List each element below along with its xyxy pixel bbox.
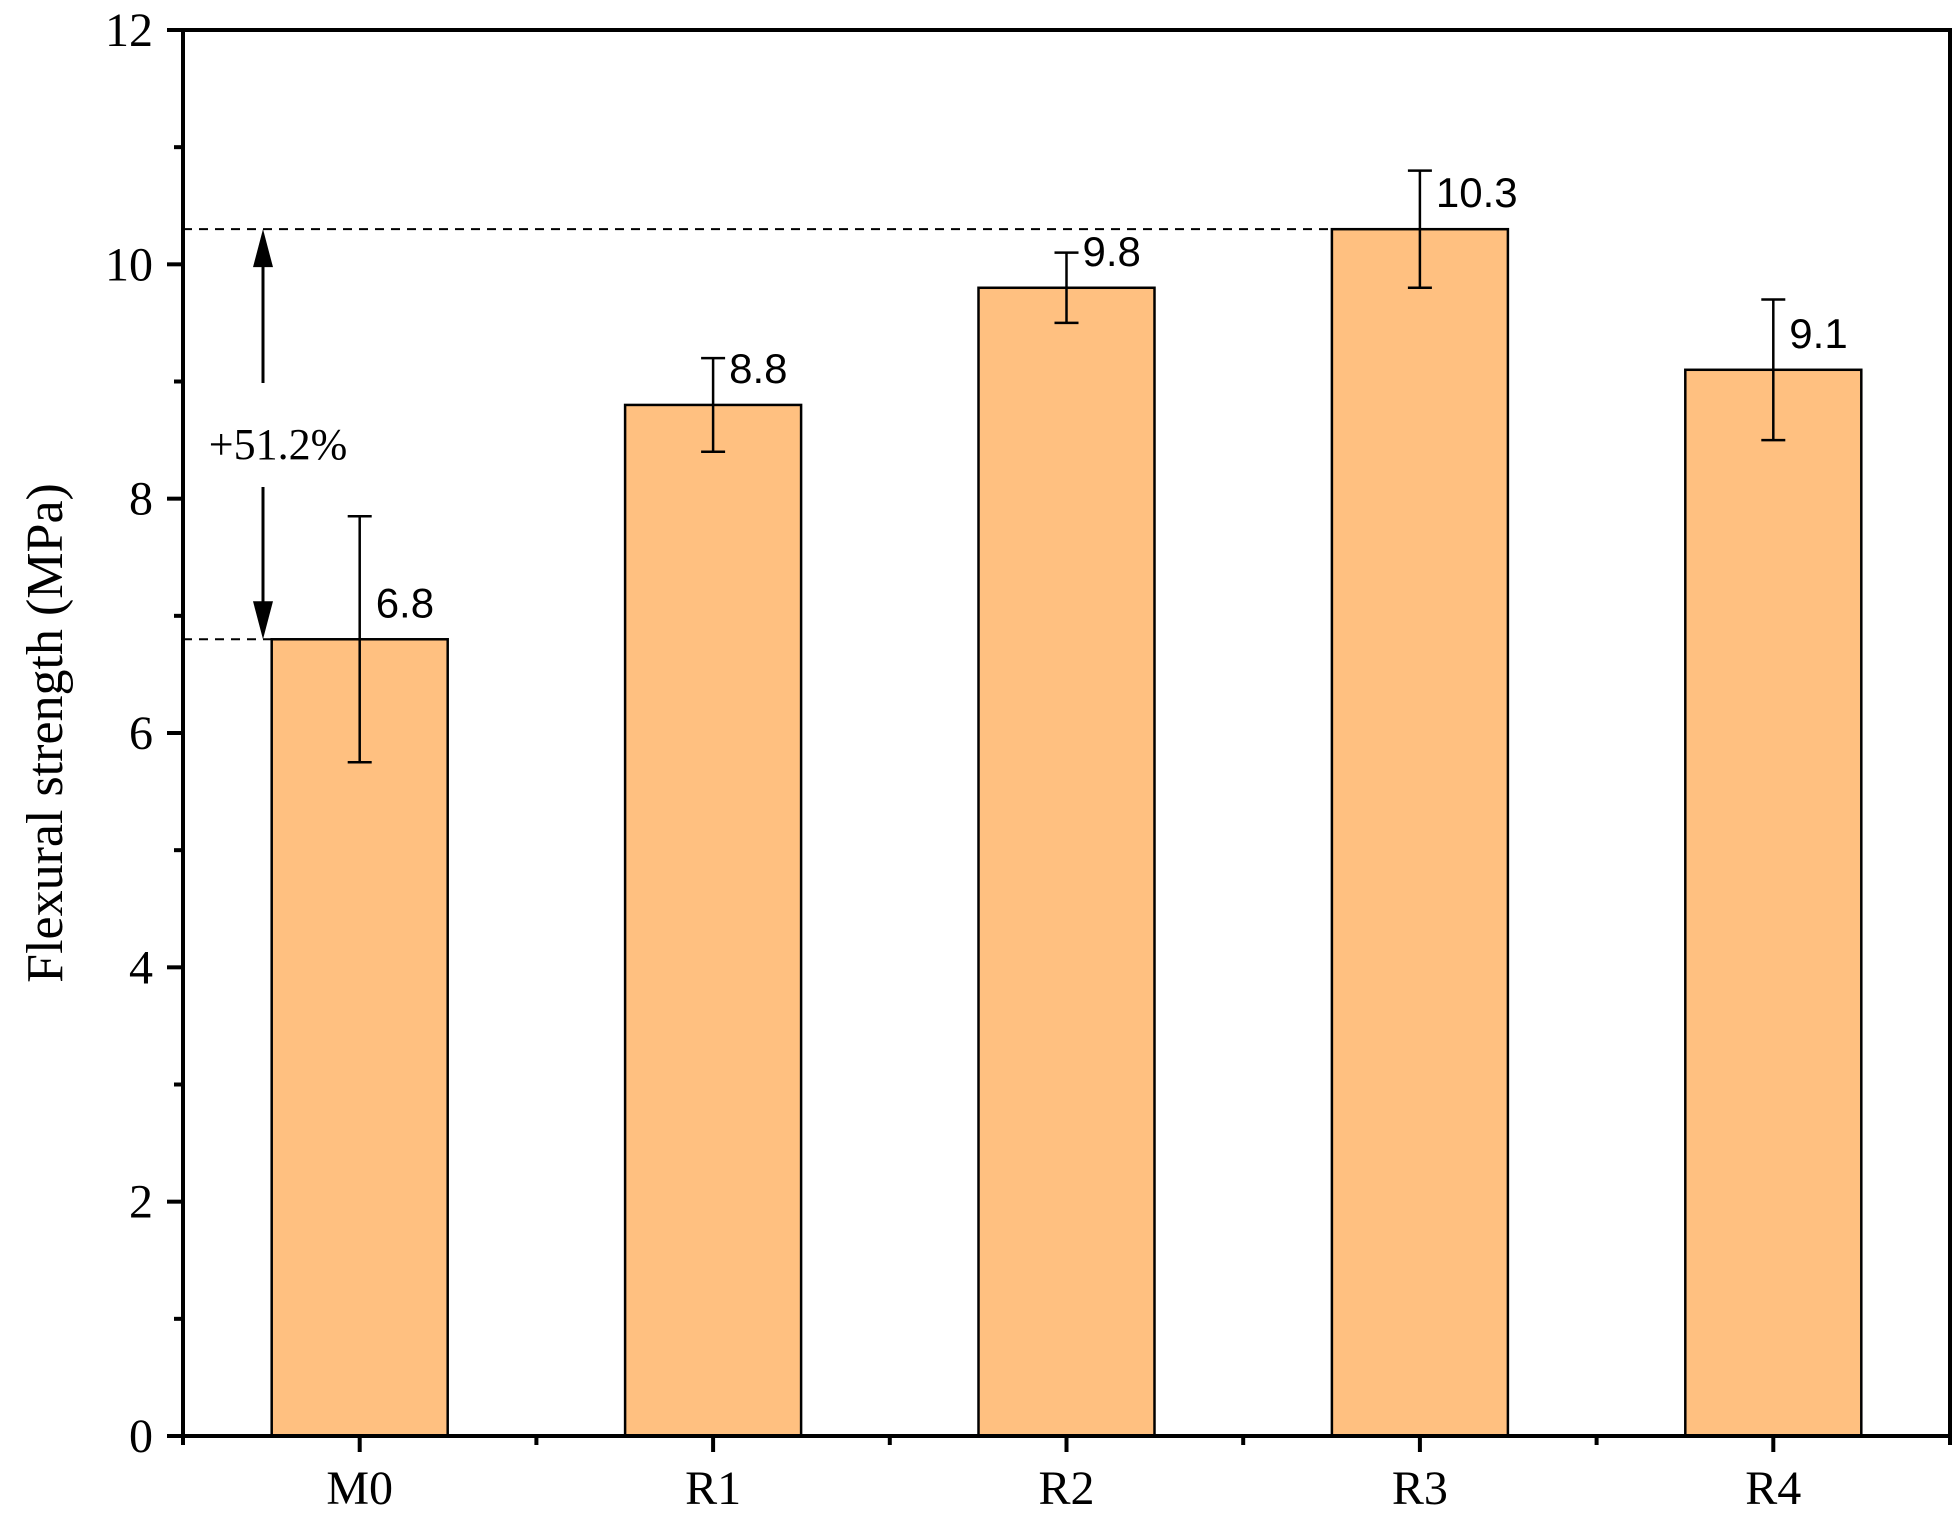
y-tick-label: 10 [105,238,153,291]
x-axis-ticks: M0 R1 R2 R3 R4 [181,1436,1952,1515]
data-label-m0: 6.8 [376,579,434,626]
error-bar-r4 [1761,298,1786,442]
increase-arrowhead-down [253,601,273,640]
error-bars-layer [347,169,1786,764]
bar-r3 [1330,227,1510,1438]
data-label-r3: 10.3 [1436,169,1518,216]
bar-r4 [1684,368,1863,1438]
x-tick-label: R3 [1392,1462,1448,1515]
x-tick-label: R2 [1038,1462,1094,1515]
y-tick-label: 6 [129,707,153,760]
x-tick-label: R4 [1745,1462,1801,1515]
y-tick-label: 12 [105,4,153,57]
bar-m0 [270,638,449,1438]
bar-r2 [977,286,1156,1438]
error-bar-r1 [701,356,726,454]
data-labels-layer: 6.8 8.8 9.8 10.3 9.1 [376,169,1848,626]
data-label-r4: 9.1 [1789,310,1847,357]
increase-annotation-text: +51.2% [209,420,347,469]
y-axis-title: Flexural strength (MPa) [17,483,74,983]
y-tick-label: 0 [129,1410,153,1463]
y-axis-ticks: 0 2 4 6 8 10 12 [105,4,183,1463]
error-bar-m0 [347,514,372,764]
x-tick-label: R1 [685,1462,741,1515]
annotation-layer: +51.2% [183,228,1332,641]
bar-r1 [623,403,803,1438]
data-label-r1: 8.8 [729,345,787,392]
increase-arrowhead-up [253,229,273,268]
x-tick-label: M0 [326,1462,393,1515]
error-bar-r3 [1407,169,1432,290]
error-bar-r2 [1054,251,1079,325]
y-tick-label: 8 [129,473,153,526]
data-label-r2: 9.8 [1083,228,1141,275]
y-tick-label: 2 [129,1176,153,1229]
y-tick-label: 4 [129,941,153,994]
bars-layer [270,227,1863,1438]
